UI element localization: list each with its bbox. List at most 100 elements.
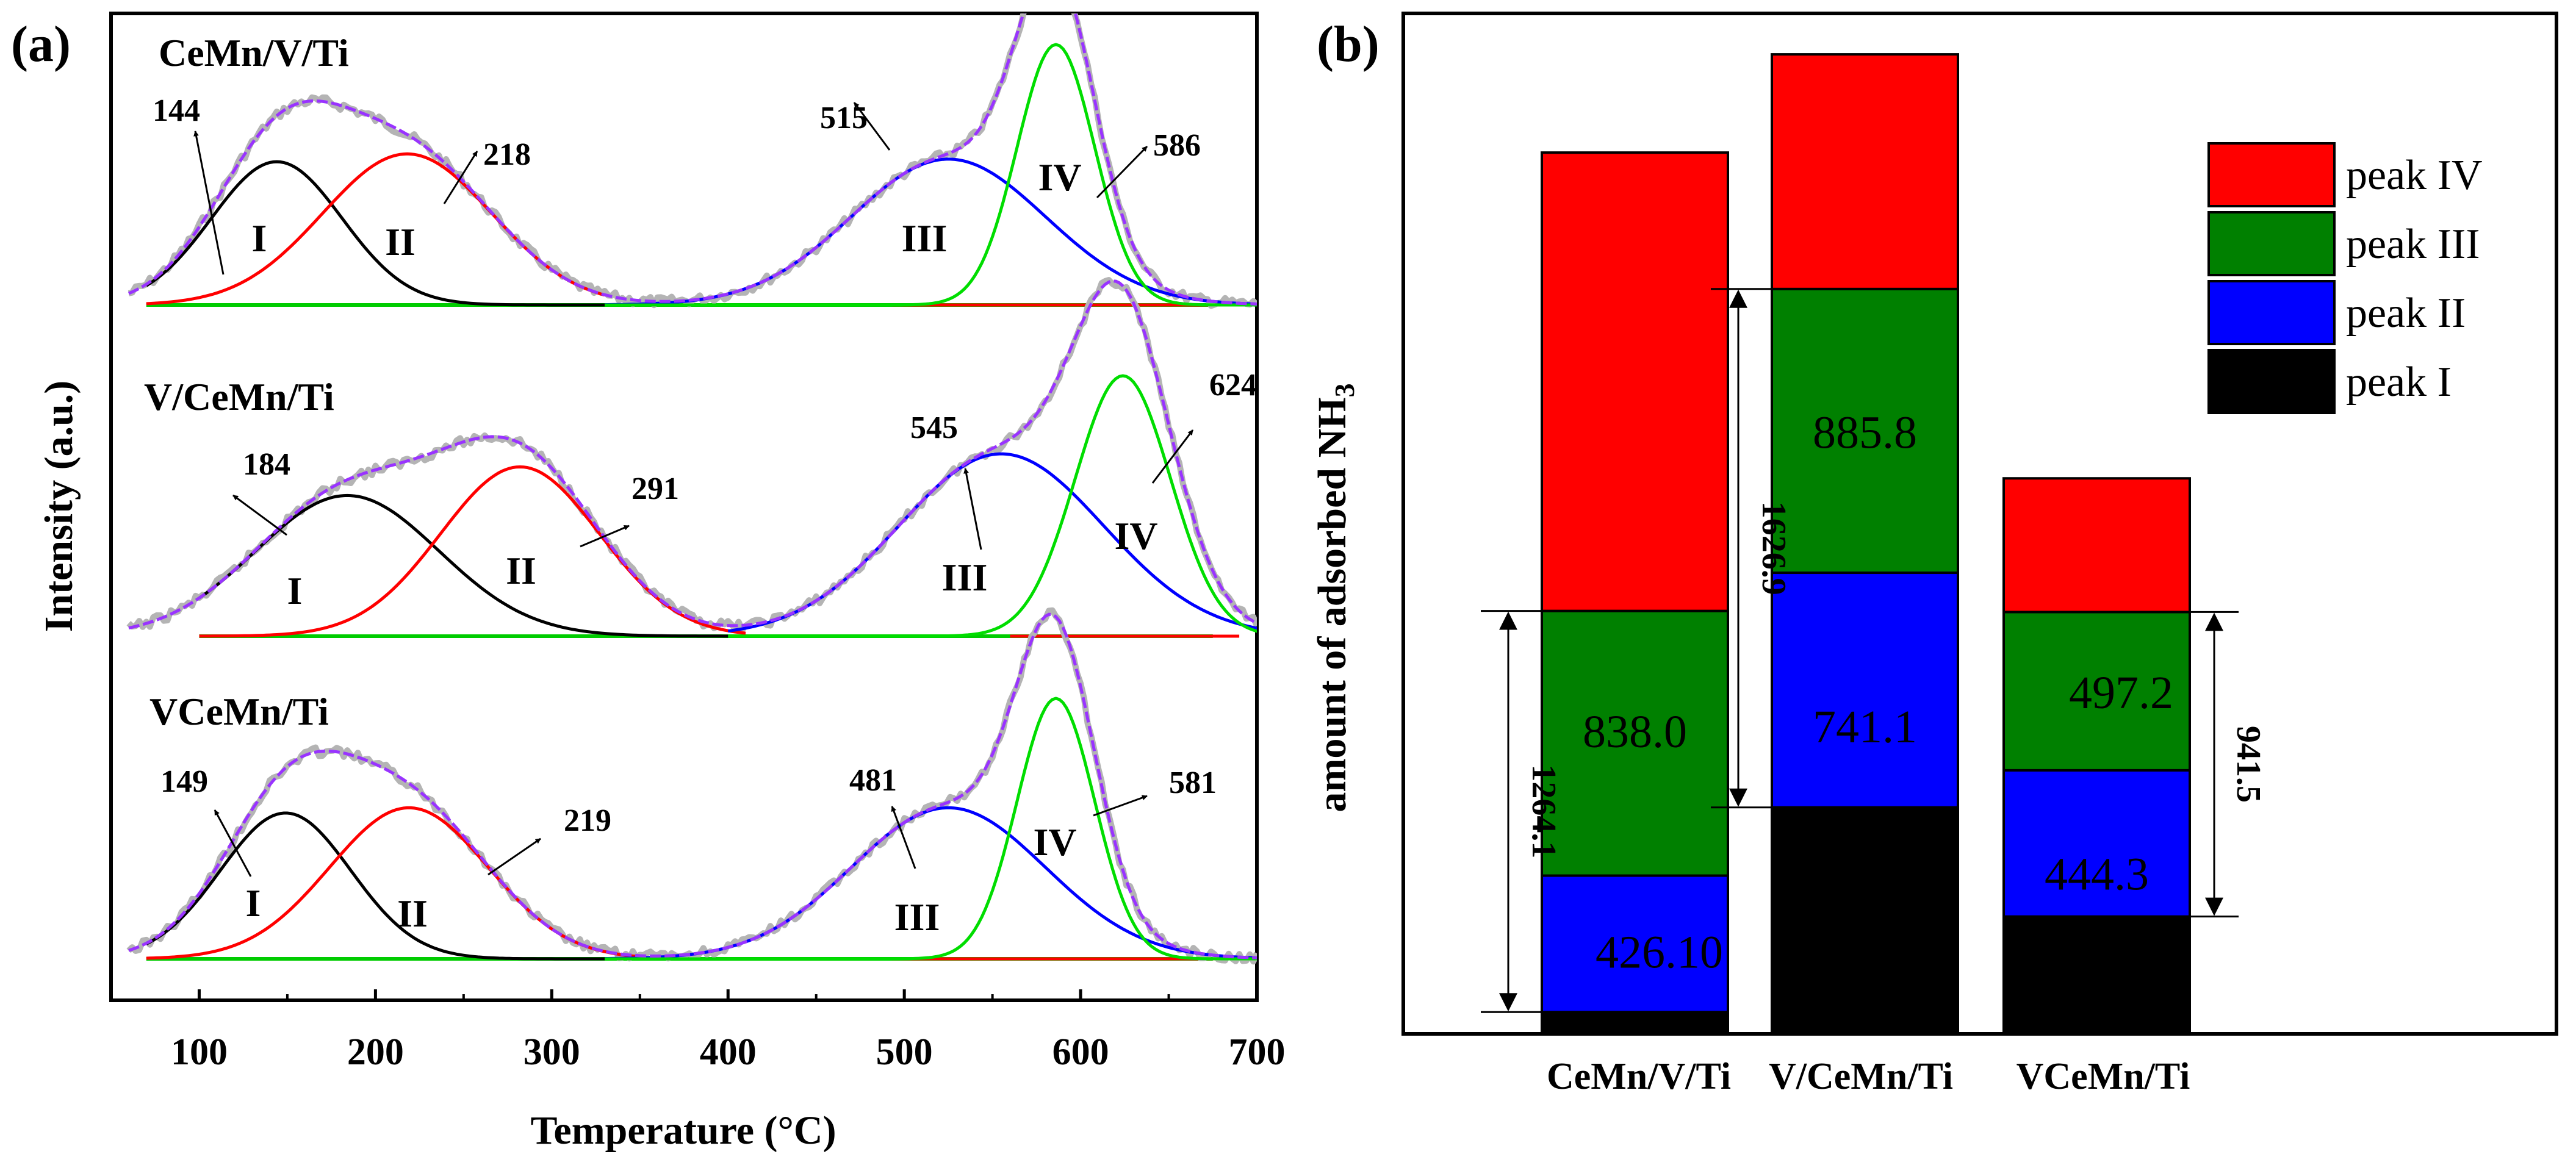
- legend-label: peak II: [2346, 290, 2466, 337]
- temperature-annotation: 545: [910, 410, 958, 445]
- peak-IV-label: IV: [1033, 820, 1076, 864]
- bar-peak-III-1: [1771, 287, 1959, 575]
- raw-signal: [126, 607, 1257, 965]
- annotation-arrow: [891, 806, 916, 869]
- peak-III-curve: [604, 157, 1257, 307]
- temperature-annotation: 586: [1153, 128, 1201, 163]
- panel-b-y-axis-label-subscript: 3: [1329, 383, 1360, 397]
- bar-value-label: 444.3: [2045, 849, 2149, 900]
- peak-II-label: II: [506, 549, 536, 592]
- bar-peak-II-1: [1771, 572, 1959, 809]
- panel-a-x-axis-label: Temperature (°C): [530, 1108, 836, 1153]
- annotation-arrow: [1151, 429, 1194, 484]
- temperature-annotation: 144: [153, 93, 200, 128]
- sample-name: VCeMn/Ti: [149, 690, 329, 733]
- legend-swatch-peak-I: [2207, 349, 2336, 414]
- sample-name: V/CeMn/Ti: [144, 375, 334, 418]
- annotation-arrow: [443, 151, 478, 204]
- annotation-arrow: [214, 809, 252, 877]
- span-label: 1264.1: [1525, 764, 1563, 858]
- panel-b-frame: [1401, 12, 2558, 1036]
- panel-b-y-axis-label: amount of adsorbed NH3: [1310, 383, 1360, 812]
- panel-b-bars: 426.10 838.0 741.1 885.8 444.3 497.2: [1541, 53, 2191, 1036]
- peak-I-curve: [145, 811, 640, 961]
- panel-b-categories: CeMn/V/Ti V/CeMn/Ti VCeMn/Ti: [1547, 1056, 2190, 1097]
- temperature-annotation: 218: [483, 137, 531, 172]
- bar-value-label: 426.10: [1596, 927, 1723, 978]
- annotation-arrow: [963, 468, 982, 550]
- span-label: 941.5: [2229, 726, 2267, 803]
- x-tick-label: 700: [1229, 1031, 1286, 1073]
- panel-a-curves: [126, 13, 1257, 965]
- temperature-annotation: 515: [820, 101, 868, 135]
- legend-label: peak III: [2346, 221, 2480, 268]
- panel-b-label: (b): [1317, 16, 1380, 73]
- annotation-arrow: [487, 837, 541, 876]
- bar-peak-IV-1: [1771, 53, 1959, 290]
- peak-IV-curve: [728, 374, 1257, 638]
- peak-I-label: I: [246, 881, 261, 925]
- fitted-envelope: [128, 612, 1257, 959]
- temperature-annotation: 149: [160, 764, 208, 799]
- legend: peak IV peak III peak II peak I: [2207, 142, 2483, 414]
- bar-value-label: 497.2: [2069, 667, 2173, 719]
- bar-peak-I-0: [1541, 1011, 1729, 1035]
- peak-IV-label: IV: [1114, 514, 1157, 557]
- temperature-annotation: 291: [631, 471, 679, 506]
- x-tick-label: 100: [171, 1031, 228, 1073]
- peak-III-label: III: [942, 556, 988, 599]
- temperature-annotation: 581: [1169, 765, 1217, 800]
- bar-value-label: 838.0: [1583, 706, 1687, 758]
- legend-label: peak IV: [2346, 152, 2483, 199]
- legend-swatch-peak-III: [2207, 211, 2336, 276]
- x-tick-label: 200: [347, 1031, 404, 1073]
- x-tick-label: 300: [523, 1031, 580, 1073]
- panel-b-spans: 1264.1 1626.9 941.5: [1481, 288, 2267, 1013]
- panel-a-y-axis-label: Intensity (a.u.): [37, 381, 81, 633]
- bar-peak-II-2: [2002, 769, 2191, 918]
- bar-value-label: 741.1: [1813, 701, 1917, 753]
- bar-peak-IV-0: [1541, 151, 1729, 612]
- fitted-envelope: [128, 13, 1257, 306]
- sample-name: CeMn/V/Ti: [159, 31, 349, 74]
- bar-peak-I-2: [2002, 915, 2191, 1036]
- annotation-arrow: [853, 102, 891, 151]
- legend-swatch-peak-II: [2207, 280, 2336, 345]
- temperature-annotation: 624: [1209, 368, 1257, 403]
- tpd-sample-0: [128, 13, 1257, 309]
- tpd-sample-1: [126, 277, 1257, 638]
- tpd-sample-2: [126, 607, 1257, 965]
- span-label: 1626.9: [1755, 501, 1793, 595]
- annotation-arrow: [1093, 795, 1148, 817]
- annotation-arrow: [193, 131, 225, 275]
- peak-IV-label: IV: [1038, 156, 1081, 199]
- category-label: VCeMn/Ti: [2017, 1056, 2190, 1097]
- x-tick-label: 400: [700, 1031, 757, 1073]
- peak-II-label: II: [397, 892, 428, 935]
- temperature-annotation: 219: [564, 803, 611, 838]
- temperature-annotation: 481: [849, 763, 897, 798]
- panel-a-frame: [109, 12, 1259, 1002]
- panel-a-label: (a): [11, 16, 71, 73]
- peak-I-curve: [145, 160, 605, 307]
- fitted-envelope: [128, 279, 1257, 630]
- annotation-arrow: [580, 525, 630, 548]
- peak-III-label: III: [902, 217, 948, 260]
- peak-I-label: I: [287, 569, 303, 612]
- bar-peak-IV-2: [2002, 477, 2191, 614]
- peak-I-curve: [198, 493, 746, 638]
- peak-III-label: III: [894, 895, 940, 939]
- bar-value-label: 885.8: [1813, 407, 1917, 458]
- peak-II-label: II: [385, 220, 416, 263]
- annotation-arrow: [232, 494, 287, 536]
- bar-peak-I-1: [1771, 806, 1959, 1035]
- panel-a-x-ticks: 100 200 300 400 500 600 700: [110, 989, 1286, 1073]
- peak-IV-curve: [605, 43, 1257, 307]
- annotation-arrow: [1096, 145, 1148, 199]
- category-label: CeMn/V/Ti: [1547, 1056, 1731, 1097]
- temperature-annotation: 184: [243, 447, 290, 482]
- peak-IV-curve: [605, 697, 1257, 961]
- x-tick-label: 500: [876, 1031, 933, 1073]
